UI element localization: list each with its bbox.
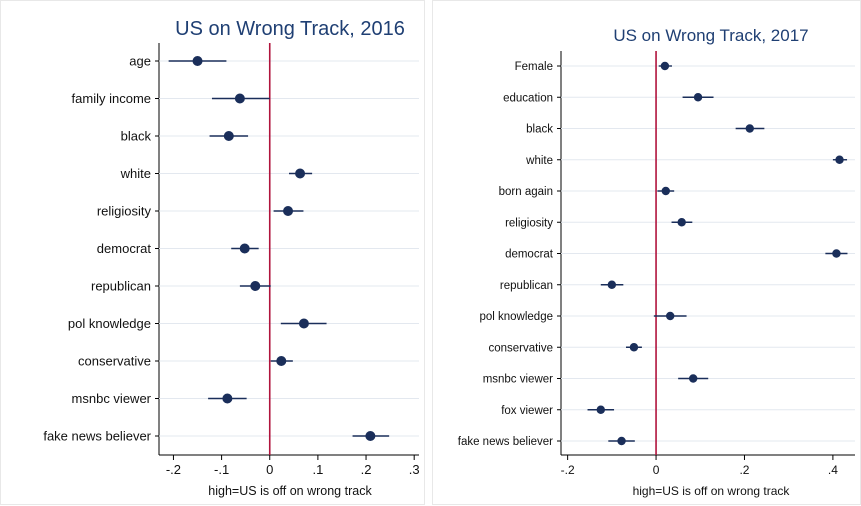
point-estimate [250, 281, 261, 291]
point-estimate [607, 280, 617, 289]
y-tick-label: family income [72, 91, 151, 106]
y-tick-label: age [129, 54, 151, 69]
y-tick-label: msnbc viewer [72, 391, 152, 406]
y-tick-label: pol knowledge [68, 316, 151, 331]
y-tick-label: born again [499, 186, 553, 198]
y-tick-label: fox viewer [501, 405, 553, 417]
x-tick-label: .2 [361, 462, 372, 477]
chart-title: US on Wrong Track, 2016 [175, 18, 405, 40]
x-tick-label: 0 [266, 462, 273, 477]
y-tick-label: msnbc viewer [483, 374, 553, 386]
point-estimate [192, 56, 203, 66]
point-estimate [745, 124, 754, 133]
y-tick-label: pol knowledge [479, 311, 553, 323]
coef-plot-2016: US on Wrong Track, 2016 high=US is off o… [43, 18, 420, 498]
point-estimate [677, 218, 686, 227]
x-axis-label: high=US is off on wrong track [633, 484, 791, 498]
point-estimate [239, 243, 250, 254]
y-tick-label: white [525, 155, 553, 167]
x-tick-label: .3 [409, 462, 420, 477]
point-estimate [835, 155, 844, 164]
y-tick-label: white [120, 166, 151, 181]
x-tick-label: -.1 [214, 462, 229, 477]
x-tick-label: -.2 [166, 462, 181, 477]
x-axis-label: high=US is off on wrong track [208, 484, 372, 498]
point-estimate [365, 431, 376, 441]
y-tick-label: black [526, 124, 553, 136]
y-tick-label: black [121, 129, 152, 144]
chart-title: US on Wrong Track, 2017 [613, 26, 808, 45]
point-estimate [660, 61, 670, 71]
x-tick-label: .4 [828, 463, 838, 477]
y-tick-label: conservative [488, 342, 553, 354]
point-estimate [276, 356, 287, 366]
point-estimate [629, 343, 639, 352]
point-estimate [222, 393, 233, 404]
y-tick-label: religiosity [505, 217, 553, 229]
point-estimate [283, 206, 294, 216]
point-estimate [295, 168, 306, 179]
y-tick-label: fake news believer [458, 436, 553, 448]
x-tick-label: .2 [739, 463, 749, 477]
point-estimate [661, 186, 670, 196]
coef-plot-2017: US on Wrong Track, 2017 high=US is off o… [458, 26, 855, 498]
y-tick-label: education [503, 92, 553, 104]
x-tick-label: -.2 [561, 463, 575, 477]
point-estimate [617, 436, 626, 446]
x-tick-label: .1 [312, 462, 323, 477]
y-tick-label: democrat [97, 241, 152, 256]
point-estimate [223, 131, 234, 141]
point-estimate [832, 249, 841, 258]
y-tick-label: religiosity [97, 204, 152, 219]
y-tick-label: republican [91, 279, 151, 294]
point-estimate [596, 405, 605, 414]
point-estimate [693, 93, 703, 102]
y-tick-label: conservative [78, 354, 151, 369]
point-estimate [666, 311, 675, 321]
chart-panel-2016: US on Wrong Track, 2016 high=US is off o… [0, 0, 425, 505]
y-tick-label: republican [500, 280, 553, 292]
chart-panel-2017: US on Wrong Track, 2017 high=US is off o… [432, 0, 861, 505]
point-estimate [234, 93, 245, 104]
y-tick-label: fake news believer [43, 429, 151, 444]
x-tick-label: 0 [653, 463, 660, 477]
point-estimate [298, 318, 309, 329]
y-tick-label: Female [515, 61, 553, 73]
point-estimate [688, 374, 698, 383]
y-tick-label: democrat [505, 249, 554, 261]
